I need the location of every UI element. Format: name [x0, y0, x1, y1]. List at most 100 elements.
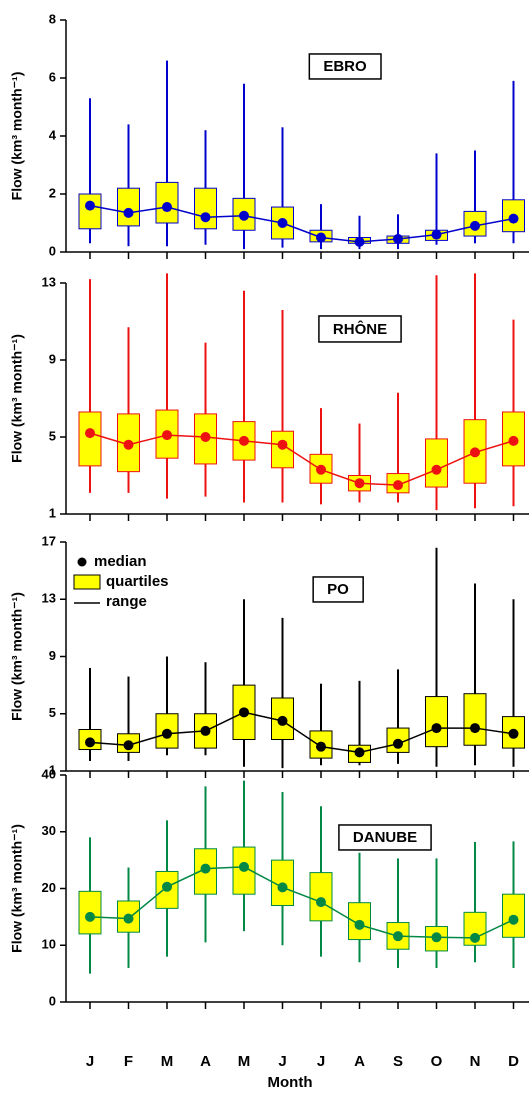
median-dot: [508, 728, 519, 739]
median-dot: [470, 220, 480, 231]
median-line: [89, 711, 514, 754]
panel-title: DANUBE: [353, 829, 417, 846]
panel-title-box: [318, 315, 402, 343]
quartile-box: [463, 911, 487, 946]
y-tick-label: 1: [49, 505, 56, 520]
x-tick-label: D: [508, 1053, 519, 1070]
panel-title: PO: [327, 581, 349, 598]
median-dot: [354, 919, 365, 930]
panel-title: EBRO: [323, 58, 367, 75]
median-dot: [277, 882, 288, 893]
median-dot: [85, 428, 95, 439]
y-tick-label: 1: [49, 762, 56, 777]
median-dot: [85, 200, 95, 211]
panel-title-box: [308, 53, 382, 80]
x-tick-label: M: [238, 1053, 251, 1070]
x-tick-label: J: [86, 1053, 94, 1070]
median-dot: [123, 740, 134, 751]
legend-label: range: [106, 593, 147, 610]
median-dot: [239, 707, 249, 718]
y-axis-label: Flow (km³ month⁻¹): [9, 824, 25, 953]
panel-title-box: [338, 824, 432, 851]
legend-median-symbol: [77, 557, 87, 567]
x-tick-label: M: [161, 1053, 174, 1070]
median-line: [89, 866, 514, 939]
median-dot: [85, 737, 95, 748]
quartile-box: [117, 187, 140, 227]
y-tick-label: 17: [42, 533, 56, 548]
median-dot: [431, 229, 442, 240]
x-tick-label: A: [200, 1053, 211, 1070]
panel-title: RHÔNE: [333, 320, 387, 338]
x-tick-label: S: [393, 1053, 403, 1070]
quartile-box: [309, 872, 333, 922]
y-tick-label: 5: [49, 428, 56, 443]
median-dot: [239, 861, 249, 872]
median-dot: [393, 233, 403, 244]
y-tick-label: 5: [49, 705, 56, 720]
quartile-box: [425, 438, 448, 488]
median-dot: [470, 932, 480, 943]
median-dot: [393, 738, 403, 749]
median-dot: [470, 723, 480, 734]
y-tick-label: 9: [49, 351, 56, 366]
median-dot: [123, 207, 134, 218]
median-dot: [200, 212, 211, 223]
median-dot: [162, 430, 172, 441]
quartile-box: [194, 187, 217, 230]
x-tick-label: O: [431, 1053, 443, 1070]
median-dot: [162, 881, 172, 892]
x-axis-label: Month: [268, 1074, 313, 1091]
y-tick-label: 10: [42, 937, 56, 952]
legend-label: median: [94, 553, 147, 570]
y-tick-label: 13: [42, 591, 56, 606]
y-tick-label: 40: [42, 766, 56, 781]
y-tick-label: 0: [49, 243, 56, 258]
y-tick-label: 0: [49, 993, 56, 1008]
y-tick-label: 8: [49, 11, 56, 26]
median-dot: [85, 911, 95, 922]
y-axis-label: Flow (km³ month⁻¹): [9, 592, 25, 721]
median-dot: [277, 715, 288, 726]
median-line: [89, 204, 514, 243]
median-dot: [508, 435, 519, 446]
median-dot: [239, 435, 249, 446]
median-dot: [123, 913, 134, 924]
x-tick-label: F: [124, 1053, 133, 1070]
y-tick-label: 20: [42, 880, 56, 895]
median-dot: [277, 218, 288, 228]
median-dot: [200, 432, 211, 442]
quartile-box: [425, 696, 448, 748]
median-dot: [393, 931, 403, 942]
median-dot: [470, 447, 480, 458]
median-dot: [354, 747, 365, 758]
median-dot: [200, 725, 211, 736]
median-dot: [200, 863, 211, 874]
y-tick-label: 6: [49, 69, 56, 84]
x-tick-label: N: [470, 1053, 481, 1070]
y-tick-label: 13: [42, 274, 56, 289]
quartile-box: [78, 193, 102, 230]
legend-label: quartiles: [106, 573, 169, 590]
median-dot: [354, 478, 365, 489]
median-dot: [316, 232, 326, 243]
median-dot: [123, 439, 134, 450]
median-dot: [277, 439, 288, 450]
x-tick-label: J: [278, 1053, 286, 1070]
x-tick-label: A: [354, 1053, 365, 1070]
y-tick-label: 30: [42, 823, 56, 838]
median-dot: [316, 464, 326, 475]
median-dot: [316, 741, 326, 752]
median-dot: [508, 914, 519, 925]
median-dot: [354, 236, 365, 247]
y-tick-label: 2: [49, 185, 56, 200]
y-axis-label: Flow (km³ month⁻¹): [9, 334, 25, 463]
median-dot: [162, 728, 172, 739]
median-dot: [316, 897, 326, 908]
median-dot: [393, 480, 403, 491]
median-dot: [431, 464, 442, 475]
y-tick-label: 9: [49, 648, 56, 663]
legend-quartile-symbol: [73, 574, 101, 590]
median-dot: [162, 202, 172, 213]
